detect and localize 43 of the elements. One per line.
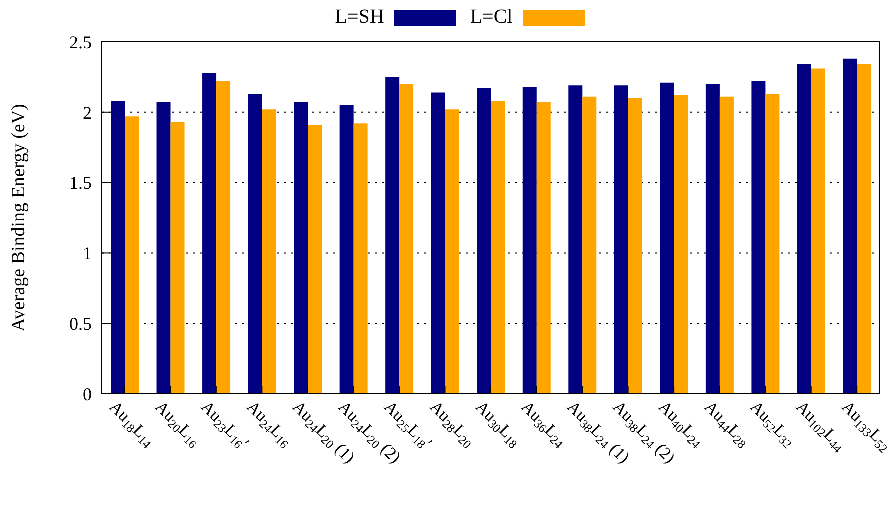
bar <box>308 125 322 394</box>
bar <box>445 110 460 394</box>
bar <box>752 81 766 394</box>
y-tick-label: 0 <box>83 384 92 404</box>
bar <box>111 101 125 394</box>
bar <box>720 96 734 394</box>
bar <box>582 96 597 394</box>
bar <box>125 116 139 394</box>
bar <box>491 101 506 394</box>
bar <box>248 94 262 394</box>
bar <box>262 110 276 394</box>
legend-label: L=Cl <box>470 6 513 29</box>
bar <box>614 86 628 394</box>
bar <box>706 84 720 394</box>
bar <box>811 68 826 394</box>
bar <box>797 64 812 394</box>
bar <box>857 64 872 394</box>
bar <box>386 77 400 394</box>
y-axis-title: Average Binding Energy (eV) <box>8 104 30 332</box>
bar <box>156 102 171 394</box>
bar <box>340 105 354 394</box>
bar <box>400 84 414 394</box>
y-tick-label: 2 <box>83 102 92 123</box>
bar <box>660 82 674 394</box>
bar <box>522 87 537 394</box>
y-tick-label: 2.5 <box>70 32 92 52</box>
bar <box>170 122 185 394</box>
bar <box>628 98 642 394</box>
bar <box>216 81 231 394</box>
bar <box>431 92 446 394</box>
bar <box>536 102 551 394</box>
y-tick-label: 1.5 <box>70 173 92 194</box>
bar <box>354 124 368 394</box>
bar <box>843 58 858 394</box>
y-tick-label: 1 <box>83 244 92 264</box>
bar <box>294 102 308 394</box>
bar <box>568 86 583 394</box>
bar <box>477 88 492 394</box>
y-tick-label: 0.5 <box>70 314 92 334</box>
bar <box>202 72 217 394</box>
bar <box>766 94 780 394</box>
bar <box>674 96 688 394</box>
legend-label: L=SH <box>335 6 384 29</box>
